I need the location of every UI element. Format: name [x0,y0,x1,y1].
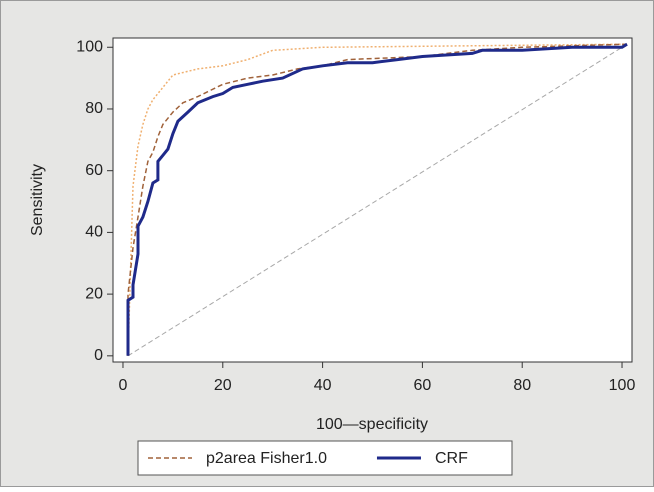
y-tick-label: 100 [76,38,103,55]
x-tick-label: 80 [513,377,531,394]
x-tick-label: 100 [609,377,636,394]
x-tick-label: 0 [119,377,128,394]
plot-area [112,37,633,363]
legend-label: CRF [435,450,468,467]
x-axis-label: 100—specificity [316,416,428,433]
legend [137,440,513,476]
legend-label: p2area Fisher1.0 [206,450,327,467]
roc-curve [127,43,628,356]
y-tick-label: 0 [94,347,103,364]
y-axis-label: Sensitivity [29,164,46,236]
x-tick-label: 40 [314,377,332,394]
x-tick-label: 60 [414,377,432,394]
x-tick-label: 20 [214,377,232,394]
roc-curve [127,43,628,357]
roc-curve [127,43,628,356]
y-tick-label: 40 [85,224,103,241]
y-tick-label: 20 [85,285,103,302]
y-tick-label: 60 [85,162,103,179]
roc-curve [126,42,628,356]
y-tick-label: 80 [85,100,103,117]
